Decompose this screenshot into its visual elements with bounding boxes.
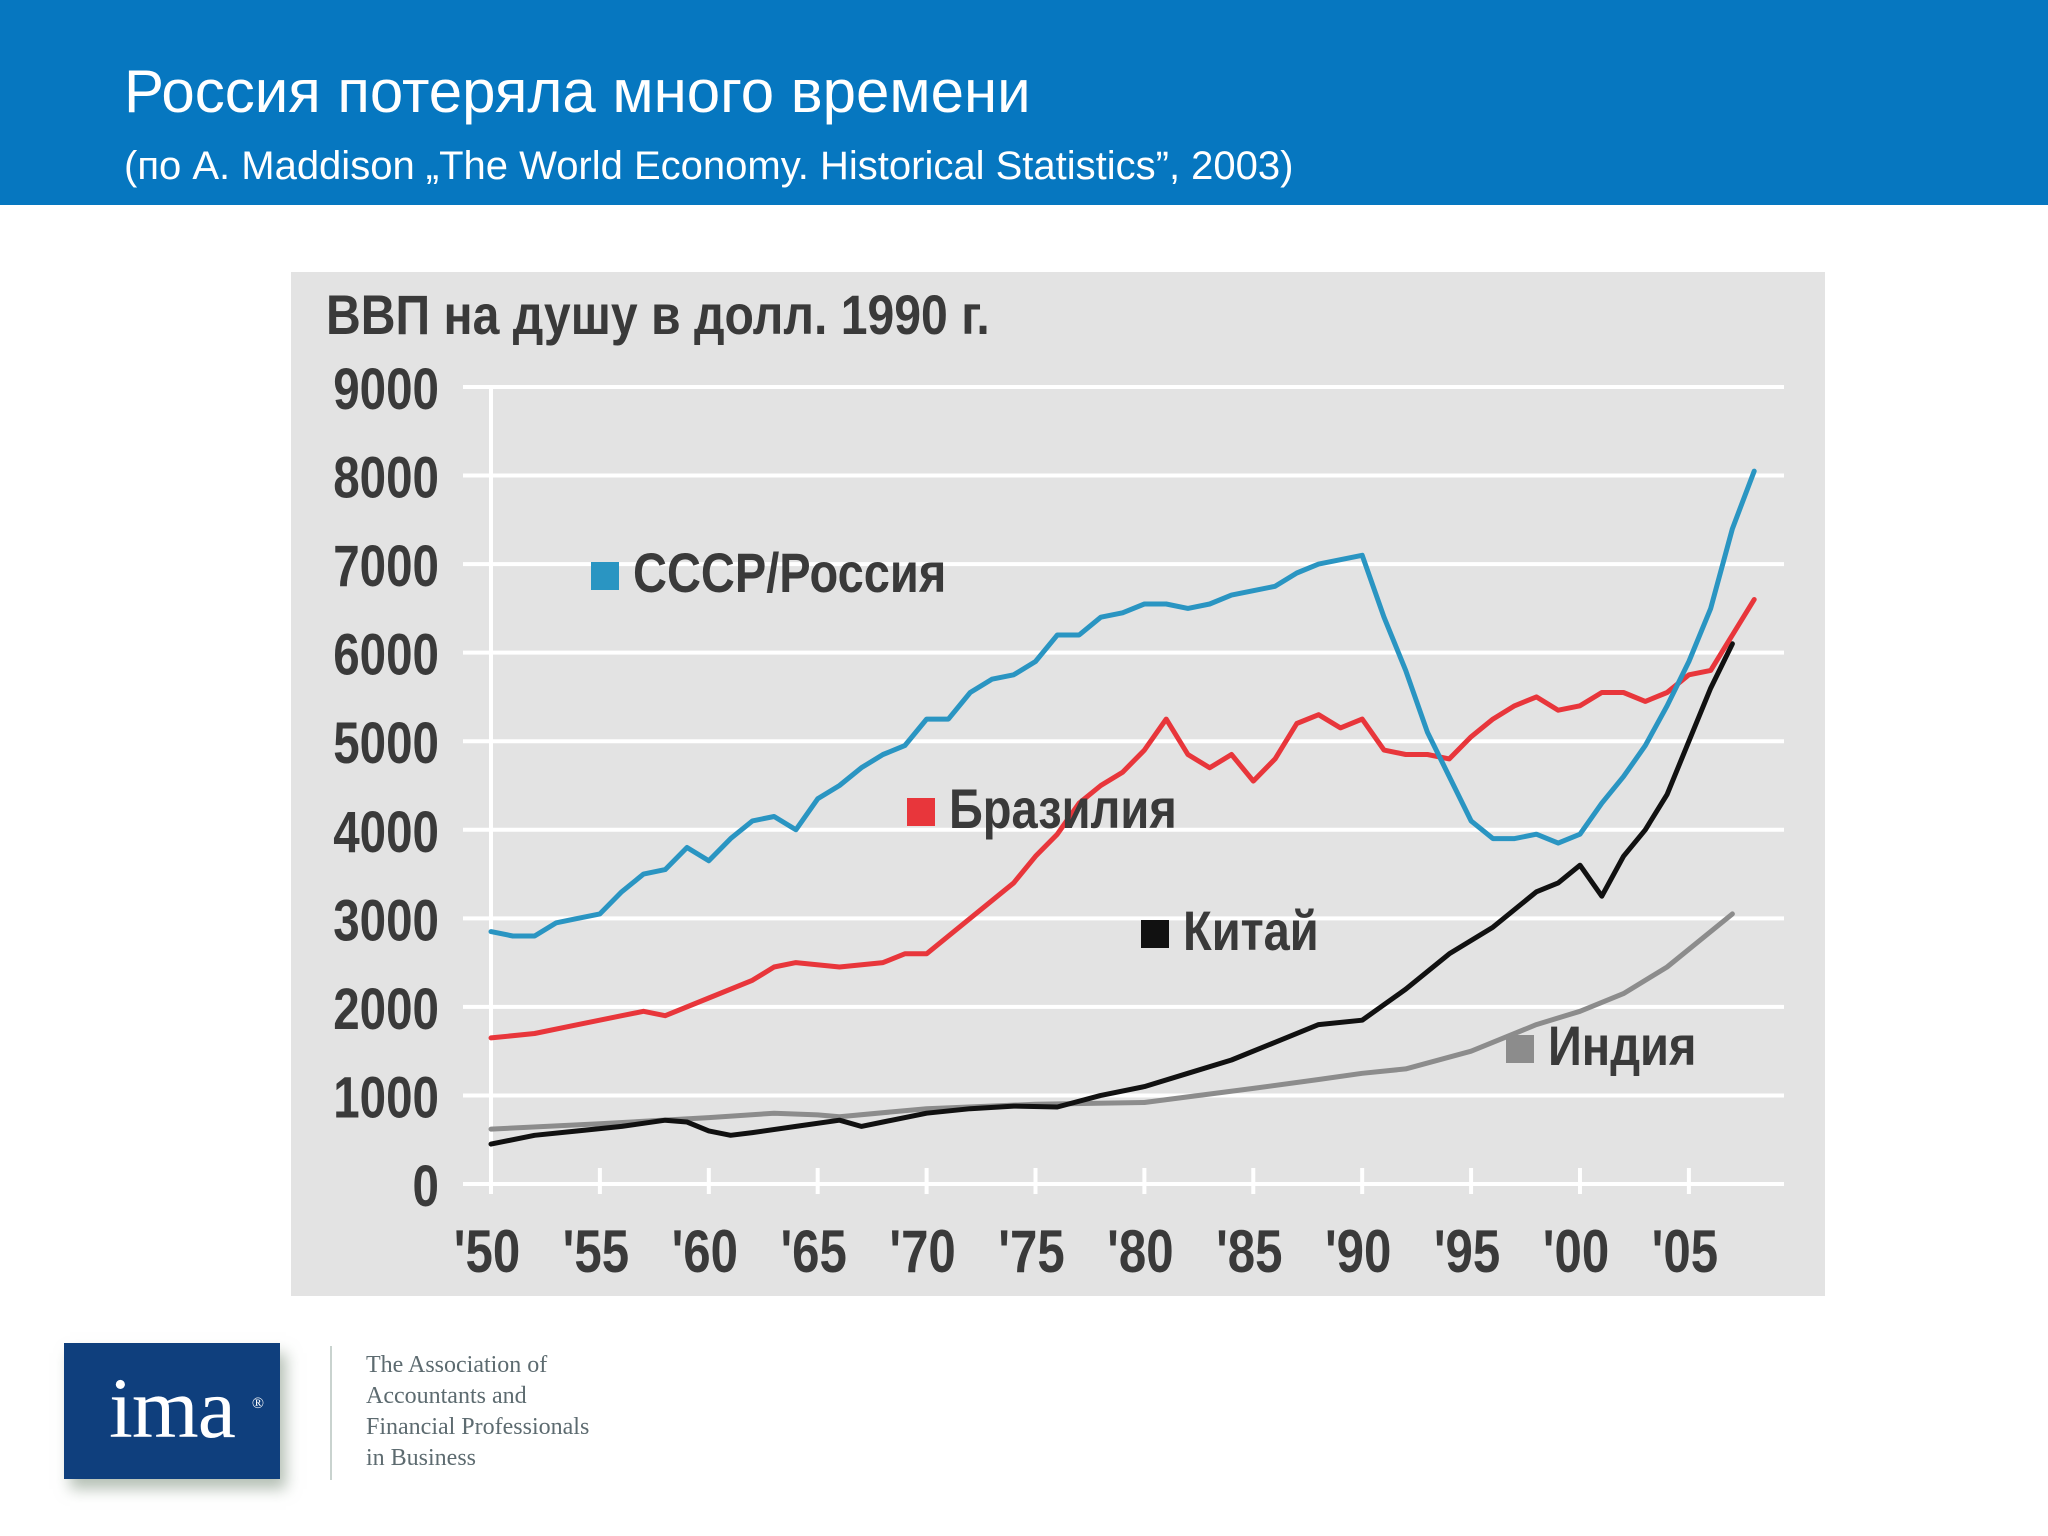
y-tick-label: 6000 <box>333 623 439 688</box>
tagline-line: The Association of <box>366 1352 548 1378</box>
legend-india-label: Индия <box>1548 1014 1696 1077</box>
x-tick-label: '05 <box>1652 1217 1718 1285</box>
y-tick-label: 2000 <box>333 977 439 1042</box>
ima-logo: ima ® <box>64 1343 280 1479</box>
footer-tagline: The Association of Accountants and Finan… <box>366 1350 589 1474</box>
y-tick-label: 8000 <box>333 446 439 511</box>
y-tick-label: 3000 <box>333 889 439 954</box>
x-tick-label: '75 <box>998 1217 1064 1285</box>
x-tick-label: '00 <box>1543 1217 1609 1285</box>
x-tick-label: '80 <box>1107 1217 1173 1285</box>
footer-divider <box>330 1346 332 1480</box>
legend-india-swatch <box>1506 1035 1534 1063</box>
legend-ussr-russia-swatch <box>591 562 619 590</box>
legend-brazil-swatch <box>907 798 935 826</box>
series-line-china <box>488 641 1735 1147</box>
chart-svg: 0 1000 2000 3000 4000 5000 6000 7000 8000 9000 '50… <box>291 272 1825 1296</box>
y-tick-label: 9000 <box>333 358 439 423</box>
series-line-india <box>488 911 1735 1132</box>
registered-mark: ® <box>251 1395 264 1412</box>
x-tick-label: '85 <box>1216 1217 1282 1285</box>
logo-text: ima <box>109 1360 236 1456</box>
x-tick-label: '60 <box>672 1217 738 1285</box>
legend-china-swatch <box>1141 920 1169 948</box>
x-tick-label: '95 <box>1434 1217 1500 1285</box>
slide-header: Россия потеряла много времени (по A. Mad… <box>0 0 2048 205</box>
legend-brazil-label: Бразилия <box>949 777 1177 840</box>
series-line-brazil <box>488 597 1757 1041</box>
tagline-line: in Business <box>366 1445 477 1471</box>
y-tick-label: 7000 <box>333 535 439 600</box>
x-tick-label: '55 <box>563 1217 629 1285</box>
y-tick-label: 0 <box>413 1155 439 1220</box>
x-tick-label: '50 <box>454 1217 520 1285</box>
gdp-chart: 0 1000 2000 3000 4000 5000 6000 7000 8000 9000 '50… <box>291 272 1825 1296</box>
slide-title: Россия потеряла много времени <box>124 58 1031 125</box>
slide-subtitle: (по A. Maddison „The World Economy. Hist… <box>124 144 1294 188</box>
y-tick-label: 1000 <box>333 1066 439 1131</box>
legend-china-label: Китай <box>1183 899 1319 962</box>
chart-title: ВВП на душу в долл. 1990 г. <box>326 285 990 347</box>
x-tick-label: '90 <box>1325 1217 1391 1285</box>
tagline-line: Financial Professionals <box>366 1414 590 1440</box>
series-line-ussr-russia <box>488 468 1757 939</box>
x-tick-label: '70 <box>889 1217 955 1285</box>
legend-ussr-russia-label: СССР/Россия <box>633 541 946 604</box>
tagline-line: Accountants and <box>366 1383 527 1409</box>
y-tick-label: 5000 <box>333 712 439 777</box>
x-tick-label: '65 <box>780 1217 846 1285</box>
y-tick-label: 4000 <box>333 800 439 865</box>
